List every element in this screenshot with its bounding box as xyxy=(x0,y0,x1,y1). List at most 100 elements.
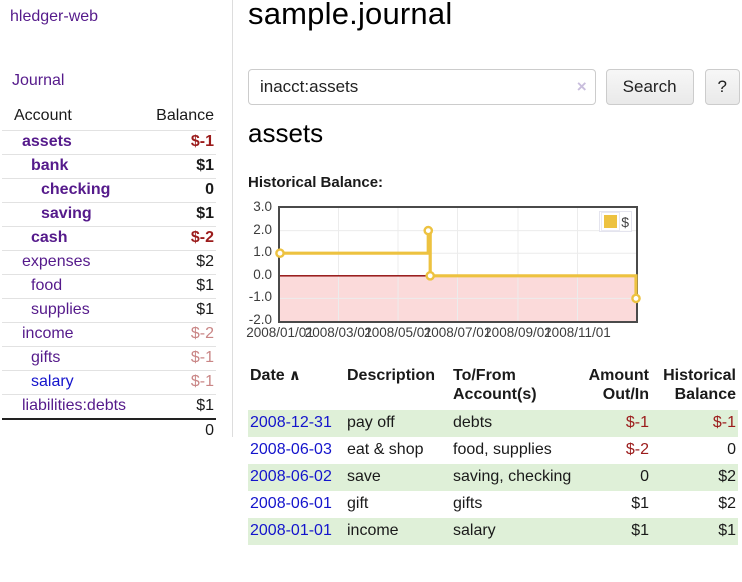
account-heading: assets xyxy=(248,118,324,148)
account-row-food: food $1 xyxy=(2,274,216,299)
main-panel: sample.journal × Search ? assets Histori… xyxy=(246,0,740,582)
account-balance: $-1 xyxy=(146,130,216,155)
search-box: × xyxy=(248,69,596,105)
register-row: 2008-06-01 gift gifts $1 $2 xyxy=(248,491,738,518)
chart-title: Historical Balance: xyxy=(248,174,384,191)
accounts-total-row: 0 xyxy=(2,418,216,443)
account-balance: $2 xyxy=(146,250,216,275)
account-row-cash: cash $-2 xyxy=(2,226,216,251)
account-balance: $-1 xyxy=(146,346,216,371)
account-link-saving[interactable]: saving xyxy=(41,205,92,222)
account-row-supplies: supplies $1 xyxy=(2,298,216,323)
register-header-description: Description xyxy=(347,367,436,384)
register-header-balance: Historical Balance xyxy=(663,367,736,403)
account-balance: $-2 xyxy=(146,322,216,347)
search-button[interactable]: Search xyxy=(605,69,694,105)
account-link-checking[interactable]: checking xyxy=(41,181,111,198)
account-link-salary[interactable]: salary xyxy=(31,373,74,390)
register-header-row: Date ∧ Description To/From Account(s) Amo… xyxy=(248,362,738,410)
account-link-assets[interactable]: assets xyxy=(22,133,72,150)
register-row: 2008-12-31 pay off debts $-1 $-1 xyxy=(248,410,738,437)
y-tick-label: -1.0 xyxy=(248,289,272,305)
y-tick-label: 3.0 xyxy=(253,199,272,214)
transaction-description: gift xyxy=(347,495,369,512)
accounts-header-balance: Balance xyxy=(156,107,214,124)
legend-swatch-icon xyxy=(601,212,621,231)
account-row-checking: checking 0 xyxy=(2,178,216,203)
historical-balance-chart: 3.0 2.0 1.0 0.0 -1.0 -2.0 $ 2008/01/01 2008/03… xyxy=(246,199,740,346)
account-balance: 0 xyxy=(146,178,216,203)
account-row-bank: bank $1 xyxy=(2,154,216,179)
account-row-assets: assets $-1 xyxy=(2,130,216,155)
transaction-date-link[interactable]: 2008-06-02 xyxy=(250,468,332,485)
sidebar-item-journal[interactable]: Journal xyxy=(12,72,65,89)
accounts-header-row: Account Balance xyxy=(2,104,216,131)
transaction-account: salary xyxy=(453,522,496,539)
x-tick-label: 2008/03/01 xyxy=(304,325,373,340)
transaction-amount: $1 xyxy=(631,522,649,539)
transaction-account: saving, checking xyxy=(453,468,572,485)
transaction-description: pay off xyxy=(347,414,395,431)
x-tick-label: 2008/01/01 xyxy=(246,325,314,340)
transaction-account: debts xyxy=(453,414,493,431)
account-balance: $-2 xyxy=(146,226,216,251)
register-header-amount: Amount Out/In xyxy=(588,367,649,403)
transaction-description: income xyxy=(347,522,399,539)
transaction-balance: $2 xyxy=(718,495,736,512)
chart-legend: $ xyxy=(599,211,632,232)
transaction-amount: 0 xyxy=(640,468,649,485)
x-tick-label: 2008/07/01 xyxy=(423,325,492,340)
accounts-total: 0 xyxy=(146,418,216,443)
y-tick-label: 2.0 xyxy=(253,221,272,237)
page-title: sample.journal xyxy=(248,0,453,31)
transaction-description: save xyxy=(347,468,381,485)
help-button[interactable]: ? xyxy=(704,69,740,105)
register-header-account: To/From Account(s) xyxy=(453,367,537,403)
transaction-amount: $-2 xyxy=(625,441,649,458)
account-link-supplies[interactable]: supplies xyxy=(31,301,90,318)
accounts-header-account: Account xyxy=(14,107,72,124)
account-row-saving: saving $1 xyxy=(2,202,216,227)
transaction-date-link[interactable]: 2008-01-01 xyxy=(250,522,332,539)
transaction-date-link[interactable]: 2008-06-03 xyxy=(250,441,332,458)
account-link-bank[interactable]: bank xyxy=(31,157,69,174)
register-row: 2008-06-02 save saving, checking 0 $2 xyxy=(248,464,738,491)
transaction-amount: $-1 xyxy=(625,414,649,431)
transaction-account: gifts xyxy=(453,495,483,512)
account-row-liabilities-debts: liabilities:debts $1 xyxy=(2,394,216,419)
y-tick-label: -2.0 xyxy=(248,312,272,327)
chart-plot-area: $ xyxy=(275,206,641,323)
account-row-income: income $-2 xyxy=(2,322,216,347)
account-link-cash[interactable]: cash xyxy=(31,229,68,246)
transaction-amount: $1 xyxy=(631,495,649,512)
y-tick-label: 1.0 xyxy=(253,244,272,260)
clear-search-icon[interactable]: × xyxy=(576,77,587,96)
register-table: Date ∧ Description To/From Account(s) Amo… xyxy=(248,362,738,545)
register-row: 2008-06-03 eat & shop food, supplies $-2… xyxy=(248,437,738,464)
sidebar: hledger-web Journal Account Balance asse… xyxy=(0,0,233,443)
accounts-table: Account Balance assets $-1 bank $1 check… xyxy=(2,104,216,443)
account-row-salary: salary $-1 xyxy=(2,370,216,395)
search-input[interactable] xyxy=(248,69,596,105)
transaction-account: food, supplies xyxy=(453,441,552,458)
account-balance: $1 xyxy=(146,154,216,179)
account-link-liabilities-debts[interactable]: liabilities:debts xyxy=(22,397,127,414)
account-balance: $1 xyxy=(146,202,216,227)
app-title-link[interactable]: hledger-web xyxy=(10,8,99,25)
sort-ascending-icon: ∧ xyxy=(288,367,301,384)
x-tick-label: 2008/09/01 xyxy=(484,325,552,340)
account-link-expenses[interactable]: expenses xyxy=(22,253,91,270)
account-link-gifts[interactable]: gifts xyxy=(31,349,61,366)
register-header-date: Date ∧ xyxy=(250,367,301,384)
account-link-food[interactable]: food xyxy=(31,277,63,294)
y-tick-label: 0.0 xyxy=(253,266,272,282)
transaction-date-link[interactable]: 2008-12-31 xyxy=(250,414,332,431)
legend-label: $ xyxy=(621,213,629,230)
search-row: × Search ? xyxy=(248,69,740,105)
transaction-balance: $-1 xyxy=(712,414,736,431)
transaction-description: eat & shop xyxy=(347,441,424,458)
account-link-income[interactable]: income xyxy=(22,325,74,342)
account-balance: $1 xyxy=(146,274,216,299)
transaction-date-link[interactable]: 2008-06-01 xyxy=(250,495,332,512)
account-row-expenses: expenses $2 xyxy=(2,250,216,275)
